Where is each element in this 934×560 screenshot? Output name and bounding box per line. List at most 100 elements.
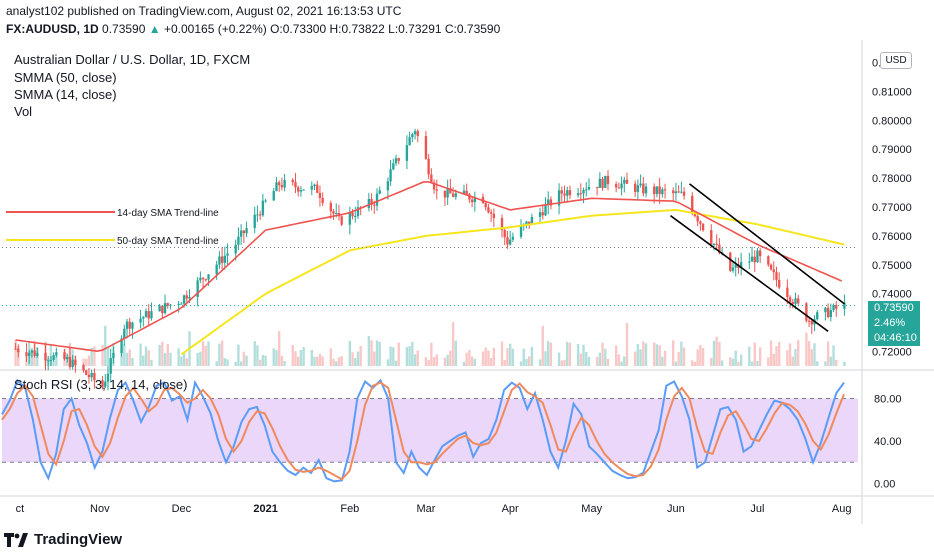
candle-body: [585, 189, 588, 191]
candle-body: [710, 230, 713, 245]
candle-body: [68, 357, 72, 368]
candle-body: [332, 211, 335, 214]
stoch-tick-label: 0.00: [874, 479, 895, 491]
candle-body: [778, 279, 781, 288]
candle-body: [49, 360, 53, 362]
last-price-value: 0.73590: [874, 302, 914, 314]
legend-vol[interactable]: Vol: [14, 104, 33, 119]
time-tick-label: May: [581, 503, 602, 515]
volume-bar: [805, 332, 808, 366]
candle-body: [500, 218, 504, 231]
price-tick-label: 0.72000: [872, 347, 912, 359]
candle-body: [321, 197, 324, 204]
candle-body: [253, 214, 256, 229]
candle-body: [658, 186, 661, 195]
candle-body: [468, 194, 471, 200]
footer-brand-text: TradingView: [34, 531, 123, 548]
price-tick-label: 0.81000: [872, 86, 912, 98]
candle-body: [739, 261, 743, 268]
candle-body: [696, 216, 699, 222]
candle-body: [128, 321, 131, 329]
volume-bar: [446, 354, 449, 366]
volume-bar: [655, 344, 659, 366]
candle-body: [470, 199, 474, 203]
volume-bar: [712, 340, 716, 366]
symbol-label: FX:AUDUSD, 1D: [6, 22, 99, 36]
volume-bar: [663, 350, 667, 366]
candle-body: [313, 184, 316, 187]
volume-bar: [468, 350, 471, 366]
volume-bar: [82, 358, 85, 366]
candle-body: [492, 213, 496, 219]
volume-bar: [394, 360, 398, 366]
volume-bar: [525, 358, 528, 366]
candle-body: [87, 374, 91, 378]
volume-bar: [481, 351, 485, 366]
volume-bar: [280, 355, 284, 366]
volume-bar: [264, 355, 267, 366]
stoch-band: [2, 398, 858, 463]
candle-body: [465, 190, 468, 195]
footer-brand[interactable]: TradingView: [4, 531, 122, 548]
candle-body: [82, 365, 85, 371]
volume-bar: [218, 343, 221, 366]
candle-body: [261, 200, 265, 216]
candle-body: [544, 204, 547, 216]
price-tick-label: 0.79000: [872, 144, 912, 156]
candle-body: [63, 352, 66, 360]
candle-body: [177, 303, 180, 305]
volume-bar: [104, 325, 107, 366]
volume-bar: [416, 350, 419, 366]
candle-body: [829, 310, 833, 318]
volume-bar: [810, 349, 813, 366]
candle-body: [14, 348, 17, 350]
currency-button[interactable]: USD: [880, 52, 912, 69]
candle-body: [549, 199, 553, 206]
volume-bar: [715, 336, 718, 366]
tradingview-logo-icon: [4, 532, 28, 547]
volume-bar: [245, 355, 248, 366]
volume-bar: [462, 361, 466, 366]
candle-body: [408, 137, 411, 146]
legend-smma50[interactable]: SMMA (50, close): [14, 70, 117, 85]
candle-body: [427, 158, 430, 175]
candle-body: [528, 221, 531, 225]
candle-body: [142, 317, 145, 319]
candle-body: [487, 207, 490, 213]
legend-smma14[interactable]: SMMA (14, close): [14, 87, 117, 102]
volume-bar: [291, 345, 294, 366]
volume-bar: [408, 346, 411, 366]
candle-body: [788, 297, 792, 303]
candle-body: [454, 193, 457, 197]
candle-body: [234, 244, 237, 254]
volume-bar: [435, 354, 438, 366]
volume-bar: [313, 356, 316, 366]
candle-body: [123, 328, 126, 339]
candle-body: [397, 158, 400, 161]
candle-body: [489, 212, 493, 214]
candle-body: [348, 212, 352, 225]
candle-body: [661, 189, 664, 195]
volume-bar: [753, 342, 756, 366]
volume-bar: [487, 350, 490, 366]
volume-bar: [93, 346, 96, 366]
candle-body: [772, 269, 775, 273]
candle-body: [843, 302, 846, 309]
candle-body: [786, 287, 789, 298]
stoch-rsi-pane: [1, 378, 858, 483]
candle-body: [405, 145, 409, 161]
volume-bar: [215, 361, 218, 366]
volume-bar: [601, 342, 604, 366]
change-text: +0.00165 (+0.22%): [163, 22, 267, 36]
volume-bar: [454, 340, 457, 366]
volume-bar: [163, 353, 167, 366]
volume-bar: [335, 361, 338, 366]
legend-stoch-rsi[interactable]: Stoch RSI (3, 3, 14, 14, close): [14, 377, 188, 392]
volume-bar: [568, 342, 572, 366]
time-tick-label: Aug: [832, 503, 852, 515]
candle-body: [753, 256, 756, 263]
volume-bar: [101, 345, 104, 366]
stoch-tick-label: 80.00: [874, 394, 902, 406]
volume-bar: [55, 354, 58, 366]
